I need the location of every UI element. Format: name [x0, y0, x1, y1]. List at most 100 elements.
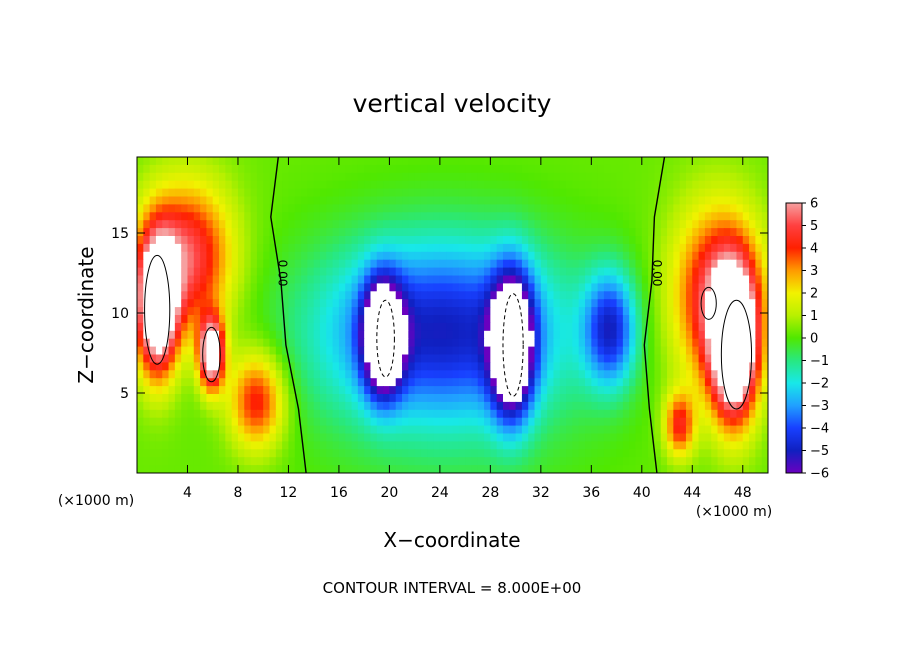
- field-cell: [761, 291, 768, 300]
- field-cell: [597, 441, 605, 450]
- field-cell: [477, 401, 485, 411]
- field-cell: [704, 362, 712, 371]
- field-cell: [458, 465, 466, 473]
- field-cell: [553, 315, 561, 324]
- field-cell: [667, 330, 674, 340]
- field-cell: [187, 433, 195, 442]
- field-cell: [332, 275, 340, 284]
- field-cell: [357, 188, 365, 198]
- field-cell: [509, 425, 517, 435]
- field-cell: [149, 267, 157, 277]
- field-cell: [206, 465, 214, 473]
- field-cell: [212, 299, 220, 308]
- field-cell: [667, 259, 674, 269]
- field-cell: [603, 259, 611, 269]
- field-cell: [673, 417, 681, 427]
- field-cell: [490, 378, 498, 387]
- field-cell: [610, 465, 618, 473]
- field-cell: [761, 157, 768, 166]
- field-cell: [288, 275, 296, 284]
- field-cell: [496, 449, 504, 458]
- field-cell: [187, 409, 195, 419]
- field-cell: [212, 386, 220, 395]
- field-cell: [648, 441, 656, 450]
- field-cell: [730, 157, 738, 166]
- field-cell: [420, 220, 428, 229]
- field-cell: [540, 441, 548, 450]
- field-cell: [263, 251, 271, 261]
- field-cell: [301, 243, 308, 253]
- field-cell: [301, 449, 308, 458]
- field-cell: [137, 275, 144, 284]
- field-cell: [736, 220, 744, 229]
- field-cell: [364, 267, 372, 277]
- field-cell: [572, 220, 580, 229]
- field-cell: [149, 378, 157, 387]
- colorbar: [785, 202, 803, 474]
- field-cell: [572, 291, 580, 300]
- contour-lines: 0.00 0.00: [144, 157, 753, 473]
- field-cell: [364, 188, 372, 198]
- field-cell: [275, 188, 283, 198]
- field-cell: [667, 338, 674, 348]
- field-cell: [433, 378, 441, 387]
- field-cell: [288, 180, 296, 190]
- field-cell: [364, 157, 372, 166]
- field-cell: [446, 386, 454, 395]
- field-cell: [181, 291, 189, 300]
- field-cell: [200, 283, 208, 292]
- field-cell: [420, 236, 428, 245]
- field-cell: [540, 354, 548, 363]
- field-cell: [439, 354, 447, 363]
- field-cell: [698, 172, 706, 182]
- field-cell: [439, 291, 447, 300]
- field-cell: [383, 236, 390, 245]
- field-cell: [591, 338, 599, 348]
- field-cell: [376, 330, 384, 340]
- field-cell: [275, 204, 283, 213]
- field-cell: [578, 425, 586, 435]
- field-cell: [749, 401, 756, 411]
- field-cell: [313, 267, 321, 277]
- field-cell: [376, 299, 384, 308]
- field-cell: [212, 394, 220, 403]
- field-cell: [761, 180, 768, 190]
- field-cell: [168, 449, 176, 458]
- field-cell: [660, 449, 668, 458]
- field-cell: [174, 291, 182, 300]
- field-cell: [319, 315, 327, 324]
- field-cell: [484, 220, 491, 229]
- field-cell: [351, 188, 359, 198]
- field-cell: [717, 164, 725, 174]
- field-cell: [736, 457, 744, 466]
- field-cell: [641, 204, 649, 213]
- field-cell: [370, 338, 378, 348]
- field-cell: [547, 228, 555, 237]
- field-cell: [622, 370, 630, 379]
- field-cell: [629, 267, 637, 277]
- field-cell: [484, 188, 491, 198]
- field-cell: [736, 433, 744, 442]
- field-cell: [414, 394, 422, 403]
- field-cell: [484, 346, 491, 356]
- field-cell: [307, 322, 315, 332]
- field-cell: [660, 267, 668, 277]
- field-cell: [761, 299, 768, 308]
- field-cell: [313, 465, 321, 473]
- field-cell: [181, 212, 189, 221]
- field-cell: [269, 394, 277, 403]
- field-cell: [490, 291, 498, 300]
- field-cell: [654, 417, 662, 427]
- field-cell: [383, 322, 390, 332]
- field-cell: [351, 362, 359, 371]
- field-cell: [679, 283, 687, 292]
- field-cell: [685, 291, 693, 300]
- field-cell: [370, 322, 378, 332]
- field-cell: [301, 441, 308, 450]
- field-cell: [319, 172, 327, 182]
- y-tick-label: 15: [111, 226, 129, 242]
- field-cell: [521, 196, 529, 205]
- field-cell: [515, 322, 523, 332]
- field-cell: [660, 188, 668, 198]
- field-cell: [326, 338, 334, 348]
